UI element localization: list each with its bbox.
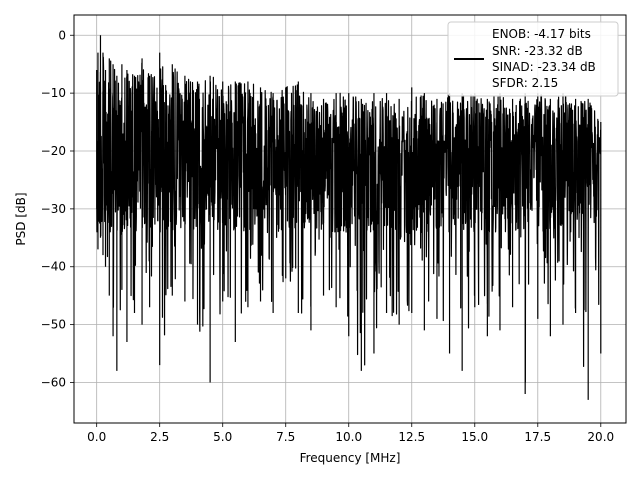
y-axis-label: PSD [dB]: [14, 192, 28, 245]
x-tick-label: 5.0: [213, 430, 232, 444]
y-tick-label: −40: [41, 260, 66, 274]
y-tick-label: 0: [58, 28, 66, 42]
legend-enob: ENOB: -4.17 bits: [492, 27, 591, 41]
x-tick-label: 20.0: [587, 430, 614, 444]
x-tick-label: 17.5: [524, 430, 551, 444]
x-axis: 0.0 2.5 5.0 7.5 10.0 12.5 15.0 17.5 20.0: [87, 423, 614, 444]
x-tick-label: 2.5: [150, 430, 169, 444]
psd-trace: [96, 35, 602, 400]
y-tick-label: −50: [41, 318, 66, 332]
legend-box: [447, 21, 619, 97]
legend-sinad: SINAD: -23.34 dB: [492, 60, 596, 74]
y-tick-label: −20: [41, 144, 66, 158]
y-axis: 0 −10 −20 −30 −40 −50 −60: [41, 28, 74, 389]
plot-frame: [73, 14, 627, 424]
x-tick-label: 10.0: [335, 430, 362, 444]
x-tick-label: 15.0: [461, 430, 488, 444]
x-tick-label: 12.5: [398, 430, 425, 444]
legend: ENOB: -4.17 bits SNR: -23.32 dB SINAD: -…: [447, 21, 619, 97]
y-tick-label: −30: [41, 202, 66, 216]
y-tick-label: −60: [41, 375, 66, 389]
legend-snr: SNR: -23.32 dB: [492, 44, 583, 58]
psd-series-line: [96, 35, 602, 400]
x-tick-label: 7.5: [276, 430, 295, 444]
x-tick-label: 0.0: [87, 430, 106, 444]
legend-sfdr: SFDR: 2.15: [492, 76, 558, 90]
y-tick-label: −10: [41, 86, 66, 100]
x-axis-label: Frequency [MHz]: [300, 451, 401, 465]
